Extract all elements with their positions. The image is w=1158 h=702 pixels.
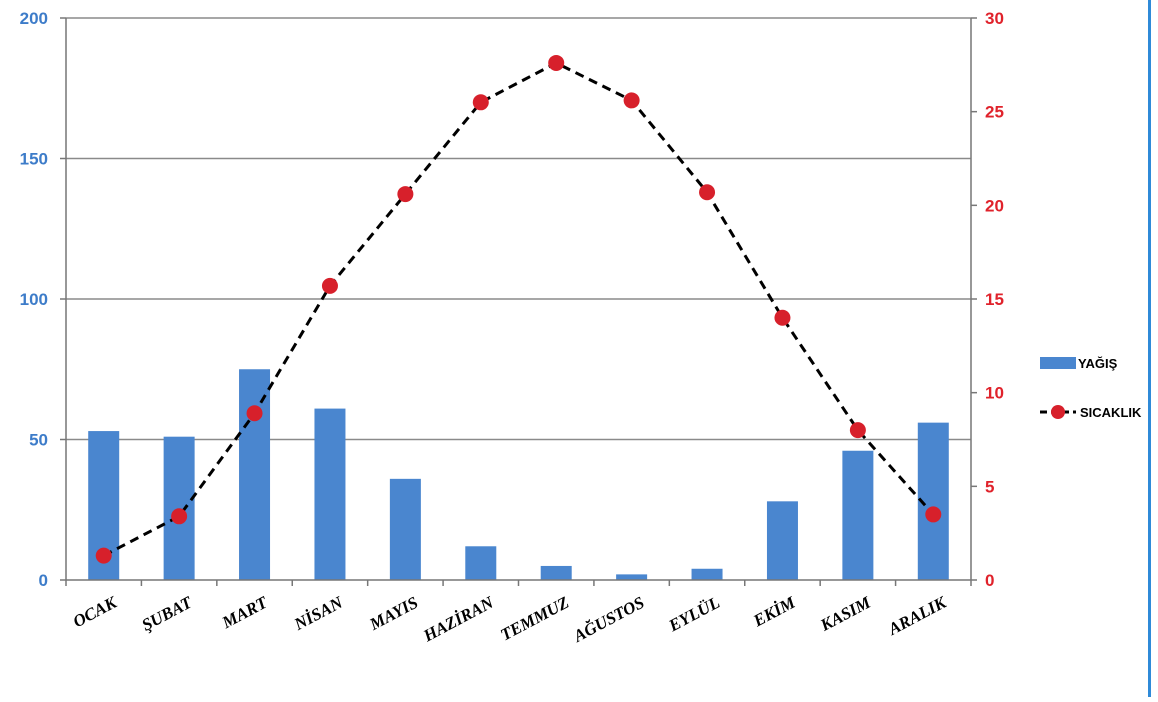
- right-tick-label: 15: [985, 290, 1004, 309]
- temperature-point-7: [548, 54, 565, 71]
- temperature-point-5: [397, 186, 414, 203]
- legend-label-temperature: SICAKLIK: [1080, 405, 1142, 420]
- gridlines: [66, 17, 971, 441]
- left-axis-ticks: 0 50 100 150 200: [20, 9, 48, 590]
- temperature-point-11: [849, 422, 866, 439]
- bar-3: [239, 369, 271, 580]
- legend: YAĞIŞ SICAKLIK: [1040, 356, 1142, 420]
- temperature-point-6: [472, 94, 489, 111]
- right-tick-label: 30: [985, 9, 1004, 28]
- temperature-point-2: [171, 508, 188, 525]
- left-tick-label: 200: [20, 9, 48, 28]
- right-tick-label: 0: [985, 571, 994, 590]
- right-tick-label: 5: [985, 477, 994, 496]
- temperature-point-8: [623, 92, 640, 109]
- bar-10: [766, 501, 798, 580]
- legend-swatch-precipitation: [1040, 357, 1076, 369]
- temperature-point-3: [246, 405, 263, 422]
- left-tick-label: 150: [20, 150, 48, 169]
- legend-swatch-temperature-marker: [1051, 405, 1065, 419]
- left-tick-label: 100: [20, 290, 48, 309]
- temperature-point-9: [699, 184, 716, 201]
- temperature-point-1: [95, 547, 112, 564]
- right-edge-border: [1148, 0, 1151, 697]
- axes: [60, 17, 977, 586]
- precipitation-bars: [88, 369, 949, 580]
- temperature-point-10: [774, 309, 791, 326]
- right-tick-label: 20: [985, 196, 1004, 215]
- bar-6: [465, 546, 497, 580]
- right-tick-label: 25: [985, 103, 1004, 122]
- right-tick-label: 10: [985, 384, 1004, 403]
- left-tick-label: 50: [29, 431, 48, 450]
- temperature-point-4: [321, 277, 338, 294]
- bar-5: [389, 478, 421, 580]
- bar-11: [842, 450, 874, 580]
- bar-9: [691, 568, 723, 580]
- legend-label-precipitation: YAĞIŞ: [1078, 356, 1118, 371]
- left-tick-label: 0: [39, 571, 48, 590]
- right-axis-ticks: 0 5 10 15 20 25 30: [985, 9, 1004, 590]
- temperature-series-line: [103, 61, 935, 557]
- temperature-point-12: [925, 506, 942, 523]
- temperature-line: [95, 54, 942, 564]
- bar-8: [616, 574, 648, 580]
- bar-4: [314, 408, 346, 580]
- bar-7: [540, 565, 572, 580]
